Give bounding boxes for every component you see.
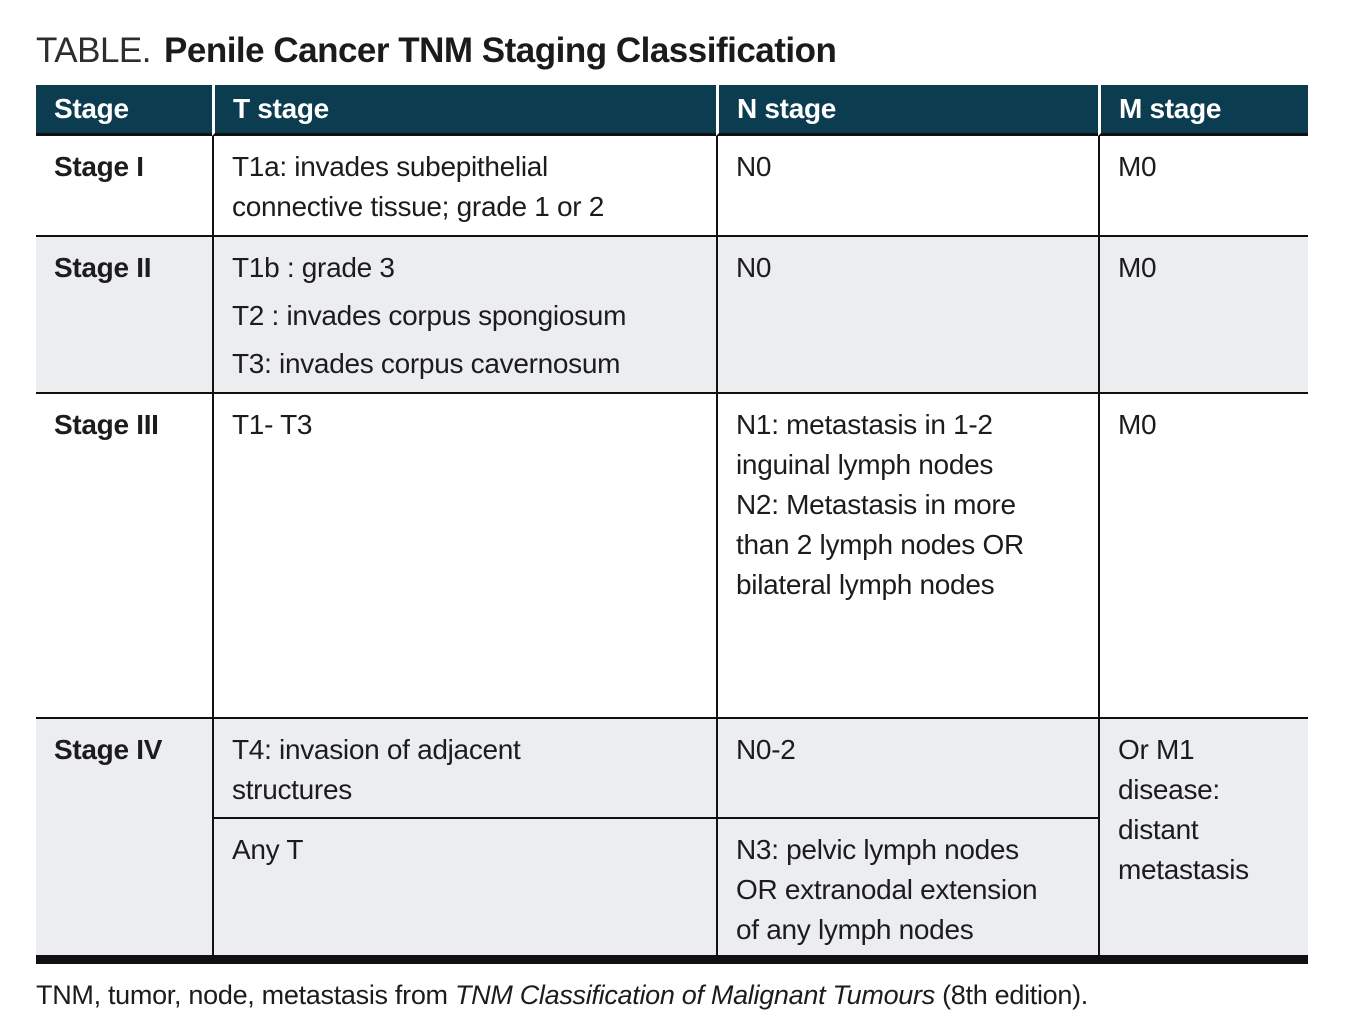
- header-t-stage: T stage: [212, 85, 716, 136]
- table-title-main: Penile Cancer TNM Staging Classification: [164, 31, 837, 70]
- header-n-stage: N stage: [716, 85, 1098, 136]
- table-title: TABLE. Penile Cancer TNM Staging Classifi…: [36, 30, 1352, 72]
- footnote-text-after: (8th edition).: [934, 980, 1088, 1010]
- table-bottom-rule: [36, 955, 1308, 964]
- row-stage1-t: T1a: invades subepithelial connective ti…: [212, 136, 716, 237]
- header-m-stage: M stage: [1098, 85, 1308, 136]
- row-stage4-sub1-n: N0-2: [716, 719, 1098, 819]
- row-stage2-t: T1b : grade 3 T2 : invades corpus spongi…: [212, 237, 716, 394]
- tnm-staging-table: Stage T stage N stage M stage Stage I T1…: [36, 85, 1308, 955]
- row-stage1-n: N0: [716, 136, 1098, 237]
- table-footnote: TNM, tumor, node, metastasis from TNM Cl…: [36, 977, 1352, 1013]
- header-stage: Stage: [36, 85, 212, 136]
- row-stage4-label: Stage IV: [36, 719, 212, 955]
- footnote-text-before: TNM, tumor, node, metastasis from: [36, 980, 455, 1010]
- row-stage3-m: M0: [1098, 394, 1308, 719]
- row-stage4-m: Or M1 disease: distant metastasis: [1098, 719, 1308, 955]
- row-stage2-n: N0: [716, 237, 1098, 394]
- row-stage4-sub2-n: N3: pelvic lymph nodes OR extranodal ext…: [716, 819, 1098, 955]
- row-stage1-m: M0: [1098, 136, 1308, 237]
- row-stage4-sub1-t: T4: invasion of adjacent structures: [212, 719, 716, 819]
- row-stage3-t: T1- T3: [212, 394, 716, 719]
- table-title-prefix: TABLE.: [36, 31, 152, 70]
- footnote-source-italic: TNM Classification of Malignant Tumours: [454, 980, 935, 1010]
- row-stage2-label: Stage II: [36, 237, 212, 394]
- row-stage4-sub2-t: Any T: [212, 819, 716, 955]
- row-stage2-m: M0: [1098, 237, 1308, 394]
- row-stage1-label: Stage I: [36, 136, 212, 237]
- row-stage3-n: N1: metastasis in 1-2 inguinal lymph nod…: [716, 394, 1098, 719]
- row-stage3-label: Stage III: [36, 394, 212, 719]
